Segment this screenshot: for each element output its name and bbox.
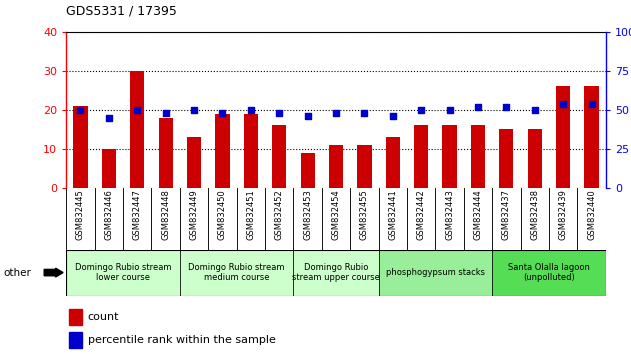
Point bbox=[387, 113, 398, 119]
Point bbox=[473, 104, 483, 109]
Text: GSM832441: GSM832441 bbox=[388, 189, 398, 240]
Point bbox=[331, 110, 341, 116]
Bar bbox=[158, 118, 173, 188]
Bar bbox=[471, 125, 485, 188]
Point bbox=[246, 107, 256, 113]
Bar bbox=[130, 71, 144, 188]
Text: GSM832438: GSM832438 bbox=[530, 189, 540, 240]
Text: GSM832454: GSM832454 bbox=[331, 189, 341, 240]
Text: GSM832450: GSM832450 bbox=[218, 189, 227, 240]
Point bbox=[444, 107, 454, 113]
Bar bbox=[329, 145, 343, 188]
Bar bbox=[69, 332, 83, 348]
Text: GSM832455: GSM832455 bbox=[360, 189, 369, 240]
Bar bbox=[300, 153, 315, 188]
Bar bbox=[215, 114, 230, 188]
Text: GSM832442: GSM832442 bbox=[416, 189, 426, 240]
Point bbox=[103, 115, 114, 120]
Text: GSM832440: GSM832440 bbox=[587, 189, 596, 240]
Bar bbox=[66, 250, 180, 296]
Bar bbox=[357, 145, 372, 188]
Point bbox=[530, 107, 540, 113]
Point bbox=[133, 107, 143, 113]
Point bbox=[416, 107, 427, 113]
Text: Domingo Rubio
stream upper course: Domingo Rubio stream upper course bbox=[292, 263, 380, 282]
Text: GSM832445: GSM832445 bbox=[76, 189, 85, 240]
Text: other: other bbox=[3, 268, 31, 278]
Bar bbox=[293, 250, 379, 296]
Point bbox=[303, 113, 313, 119]
Bar bbox=[69, 309, 83, 325]
Point bbox=[587, 101, 597, 106]
Text: GSM832437: GSM832437 bbox=[502, 189, 511, 240]
Text: GSM832452: GSM832452 bbox=[274, 189, 284, 240]
Point bbox=[501, 104, 511, 109]
Text: phosphogypsum stacks: phosphogypsum stacks bbox=[386, 268, 485, 277]
Point bbox=[360, 110, 370, 116]
Bar bbox=[414, 125, 428, 188]
Point bbox=[160, 110, 170, 116]
Bar bbox=[584, 86, 599, 188]
Text: GSM832439: GSM832439 bbox=[558, 189, 568, 240]
Text: count: count bbox=[88, 312, 119, 322]
Point bbox=[558, 101, 569, 106]
Point bbox=[217, 110, 228, 116]
Bar bbox=[556, 86, 570, 188]
Text: GSM832453: GSM832453 bbox=[303, 189, 312, 240]
Text: GSM832446: GSM832446 bbox=[104, 189, 114, 240]
Text: GDS5331 / 17395: GDS5331 / 17395 bbox=[66, 5, 177, 18]
Point bbox=[76, 107, 86, 113]
Text: Santa Olalla lagoon
(unpolluted): Santa Olalla lagoon (unpolluted) bbox=[508, 263, 590, 282]
Text: GSM832443: GSM832443 bbox=[445, 189, 454, 240]
Text: GSM832447: GSM832447 bbox=[133, 189, 142, 240]
Bar bbox=[187, 137, 201, 188]
Bar bbox=[492, 250, 606, 296]
Text: GSM832451: GSM832451 bbox=[246, 189, 256, 240]
Bar bbox=[499, 129, 514, 188]
Bar bbox=[272, 125, 286, 188]
Bar bbox=[386, 137, 400, 188]
Text: GSM832444: GSM832444 bbox=[473, 189, 483, 240]
Bar bbox=[102, 149, 116, 188]
Point bbox=[189, 107, 199, 113]
Text: Domingo Rubio stream
medium course: Domingo Rubio stream medium course bbox=[189, 263, 285, 282]
Bar bbox=[379, 250, 492, 296]
Bar bbox=[528, 129, 542, 188]
Text: Domingo Rubio stream
lower course: Domingo Rubio stream lower course bbox=[75, 263, 171, 282]
Text: GSM832449: GSM832449 bbox=[189, 189, 199, 240]
Point bbox=[274, 110, 284, 116]
Bar bbox=[442, 125, 457, 188]
Bar bbox=[73, 106, 88, 188]
Bar bbox=[244, 114, 258, 188]
Text: GSM832448: GSM832448 bbox=[161, 189, 170, 240]
Bar bbox=[180, 250, 293, 296]
Text: percentile rank within the sample: percentile rank within the sample bbox=[88, 335, 276, 346]
